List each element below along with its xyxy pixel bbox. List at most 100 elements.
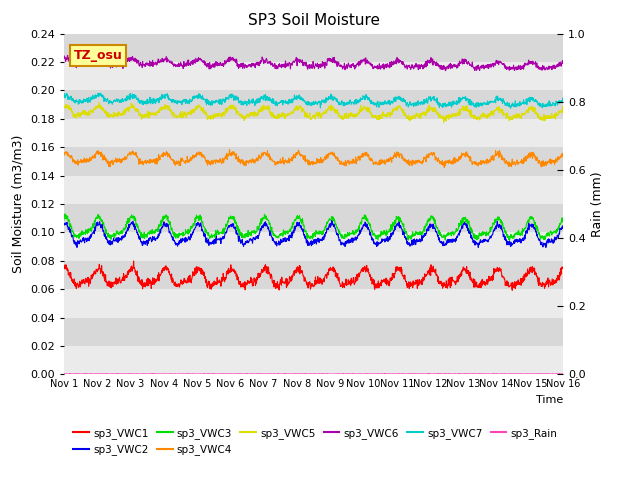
- sp3_VWC7: [507, 105, 515, 111]
- sp3_Rain: [99, 371, 106, 377]
- sp3_VWC4: [119, 156, 127, 161]
- sp3_VWC1: [283, 285, 291, 290]
- sp3_VWC4: [283, 159, 291, 165]
- sp3_Rain: [282, 371, 290, 377]
- Bar: [64, 62, 563, 90]
- Bar: [64, 261, 563, 289]
- Line: sp3_VWC6: sp3_VWC6: [64, 55, 563, 71]
- sp3_VWC6: [120, 61, 127, 67]
- sp3_VWC5: [99, 108, 107, 113]
- sp3_VWC4: [292, 153, 300, 158]
- sp3_VWC3: [559, 217, 567, 223]
- sp3_VWC4: [272, 159, 280, 165]
- Line: sp3_VWC4: sp3_VWC4: [64, 150, 563, 168]
- Line: sp3_VWC1: sp3_VWC1: [64, 261, 563, 290]
- sp3_VWC5: [292, 108, 300, 113]
- sp3_VWC2: [291, 225, 299, 230]
- sp3_VWC5: [60, 105, 68, 111]
- sp3_Rain: [559, 371, 567, 377]
- sp3_VWC7: [60, 91, 68, 97]
- sp3_VWC1: [508, 288, 516, 293]
- sp3_VWC6: [344, 60, 352, 66]
- sp3_VWC4: [344, 160, 352, 166]
- sp3_VWC6: [442, 68, 449, 73]
- sp3_VWC6: [60, 53, 68, 59]
- X-axis label: Time: Time: [536, 395, 563, 405]
- Bar: [64, 176, 563, 204]
- sp3_VWC3: [292, 217, 300, 223]
- sp3_Rain: [544, 372, 552, 377]
- sp3_VWC7: [120, 99, 127, 105]
- sp3_VWC1: [130, 258, 138, 264]
- sp3_VWC1: [272, 282, 280, 288]
- sp3_VWC3: [272, 233, 280, 239]
- Bar: [64, 289, 563, 318]
- sp3_Rain: [119, 371, 127, 377]
- sp3_VWC2: [282, 239, 290, 244]
- sp3_VWC1: [119, 274, 127, 280]
- sp3_VWC7: [97, 90, 104, 96]
- sp3_VWC2: [99, 226, 106, 232]
- sp3_VWC4: [559, 153, 567, 159]
- sp3_VWC5: [95, 100, 103, 106]
- sp3_VWC6: [559, 59, 567, 64]
- sp3_VWC6: [292, 57, 300, 62]
- sp3_VWC2: [344, 237, 352, 242]
- sp3_VWC7: [272, 98, 280, 104]
- Title: SP3 Soil Moisture: SP3 Soil Moisture: [248, 13, 380, 28]
- Bar: [64, 119, 563, 147]
- Line: sp3_VWC3: sp3_VWC3: [64, 214, 563, 240]
- sp3_Rain: [60, 371, 68, 377]
- Bar: [64, 90, 563, 119]
- Bar: [64, 232, 563, 261]
- sp3_VWC2: [119, 233, 127, 239]
- Line: sp3_VWC2: sp3_VWC2: [64, 220, 563, 248]
- sp3_VWC2: [559, 223, 567, 229]
- sp3_VWC1: [559, 266, 567, 272]
- sp3_VWC2: [542, 245, 550, 251]
- sp3_VWC3: [61, 211, 69, 217]
- sp3_VWC4: [60, 152, 68, 157]
- sp3_VWC5: [344, 113, 352, 119]
- Text: TZ_osu: TZ_osu: [74, 49, 123, 62]
- sp3_VWC6: [272, 63, 280, 69]
- sp3_VWC6: [99, 56, 107, 61]
- sp3_VWC7: [559, 96, 567, 102]
- sp3_VWC1: [344, 277, 352, 283]
- sp3_VWC2: [328, 217, 336, 223]
- sp3_VWC7: [292, 96, 300, 102]
- sp3_VWC7: [283, 100, 291, 106]
- Legend: sp3_VWC1, sp3_VWC2, sp3_VWC3, sp3_VWC4, sp3_VWC5, sp3_VWC6, sp3_VWC7, sp3_Rain: sp3_VWC1, sp3_VWC2, sp3_VWC3, sp3_VWC4, …: [69, 424, 562, 459]
- sp3_VWC5: [283, 111, 291, 117]
- sp3_VWC5: [120, 108, 127, 114]
- Line: sp3_VWC7: sp3_VWC7: [64, 93, 563, 108]
- Y-axis label: Soil Moisture (m3/m3): Soil Moisture (m3/m3): [12, 135, 24, 273]
- sp3_VWC3: [120, 226, 127, 232]
- sp3_VWC4: [440, 165, 448, 170]
- sp3_VWC1: [99, 270, 106, 276]
- sp3_Rain: [291, 371, 299, 377]
- Bar: [64, 318, 563, 346]
- sp3_VWC4: [226, 147, 234, 153]
- sp3_VWC5: [272, 116, 280, 121]
- sp3_VWC3: [99, 221, 107, 227]
- sp3_VWC5: [440, 120, 447, 125]
- sp3_Rain: [272, 371, 280, 377]
- sp3_VWC3: [283, 230, 291, 236]
- sp3_VWC6: [64, 52, 72, 58]
- sp3_VWC3: [60, 217, 68, 223]
- sp3_VWC1: [292, 269, 300, 275]
- sp3_VWC3: [344, 231, 352, 237]
- sp3_VWC5: [559, 107, 567, 112]
- Bar: [64, 346, 563, 374]
- Bar: [64, 147, 563, 176]
- Bar: [64, 34, 563, 62]
- sp3_VWC7: [99, 94, 107, 99]
- Y-axis label: Rain (mm): Rain (mm): [591, 171, 604, 237]
- sp3_VWC1: [60, 265, 68, 271]
- Line: sp3_VWC5: sp3_VWC5: [64, 103, 563, 122]
- sp3_VWC2: [272, 240, 280, 246]
- sp3_Rain: [339, 371, 347, 376]
- sp3_VWC3: [506, 238, 513, 243]
- sp3_VWC6: [283, 63, 291, 69]
